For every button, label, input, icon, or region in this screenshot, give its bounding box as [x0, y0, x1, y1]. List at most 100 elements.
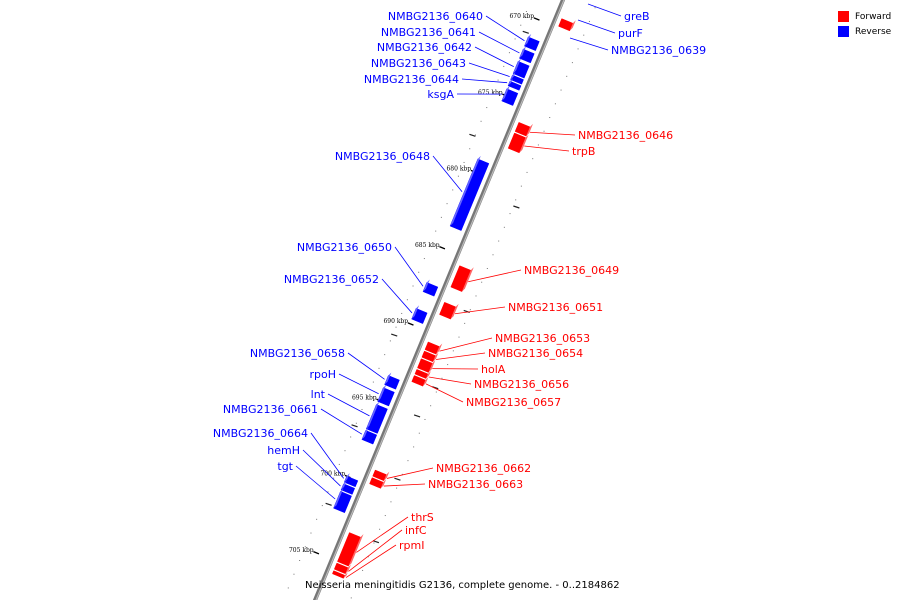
axis-dot [362, 569, 364, 571]
gene-label: NMBG2136_0651 [508, 301, 603, 314]
gene-feature-shade [361, 427, 369, 440]
scale-tick [439, 246, 446, 250]
gene-label: NMBG2136_0644 [364, 73, 459, 86]
axis-dot [526, 171, 528, 173]
axis-dot [310, 532, 312, 534]
gene-leader-line [587, 3, 622, 17]
gene-leader-line [461, 78, 508, 84]
axis-dot [407, 460, 409, 462]
axis-dot [594, 7, 596, 9]
gene-label: NMBG2136_0656 [474, 378, 569, 391]
axis-dot [458, 336, 460, 338]
scale-tick-label: 705 kbp [289, 547, 314, 554]
gene-feature-shade [377, 384, 387, 402]
gene-feature-shade [450, 303, 459, 320]
axis-dot [373, 542, 375, 544]
axis-dot [508, 52, 510, 54]
minor-mark [413, 414, 421, 418]
axis-dot [566, 75, 568, 77]
axis-dot [440, 216, 442, 218]
scale-tick-label: 695 kbp [352, 394, 377, 401]
gene-feature-shade [428, 360, 436, 373]
axis-dot [503, 226, 505, 228]
axis-dot [486, 267, 488, 269]
gene-leader-line [432, 155, 463, 192]
gene-label: NMBG2136_0649 [524, 264, 619, 277]
axis-dot [413, 446, 415, 448]
gene-label: NMBG2136_0652 [284, 273, 379, 286]
gene-feature-shade [450, 155, 481, 227]
axis-dot [475, 295, 477, 297]
gene-leader-line [529, 131, 576, 136]
axis-dot [543, 130, 545, 132]
axis-dot [367, 395, 369, 397]
gene-leader-line [436, 352, 486, 360]
axis-dot [474, 134, 476, 136]
gene-label: trpB [572, 145, 595, 158]
gene-label: NMBG2136_0657 [466, 396, 561, 409]
axis-dot [344, 450, 346, 452]
gene-label: NMBG2136_0648 [335, 150, 430, 163]
gene-feature-shade [519, 134, 529, 153]
legend-forward-label: Forward [855, 11, 892, 22]
caption: Neisseria meningitidis G2136, complete g… [305, 580, 620, 591]
axis-dot [372, 381, 374, 383]
gene-feature-shade [344, 473, 350, 483]
legend-forward: Forward [838, 9, 891, 24]
gene-feature-shade [343, 572, 348, 579]
gene-leader-line [468, 62, 510, 77]
gene-feature-shade [569, 20, 576, 31]
axis-dot [514, 38, 516, 40]
axis-dot [424, 418, 426, 420]
axis-dot [515, 199, 517, 201]
axis-dot [577, 48, 579, 50]
axis-dot [441, 377, 443, 379]
gene-leader-line [310, 432, 344, 479]
axis-dot [549, 117, 551, 119]
gene-label: NMBG2136_0640 [388, 10, 483, 23]
gene-feature-shade [384, 372, 392, 385]
axis-dot [423, 258, 425, 260]
axis-dot [378, 367, 380, 369]
gene-leader-line [577, 19, 616, 34]
legend-reverse-label: Reverse [855, 26, 892, 37]
gene-feature-shade [348, 534, 364, 567]
gene-label: NMBG2136_0654 [488, 347, 583, 360]
gene-feature [439, 301, 456, 320]
minor-mark [325, 502, 332, 506]
gene-leader-line [485, 15, 525, 42]
axis-dot [316, 518, 318, 520]
axis-dot [401, 312, 403, 314]
gene-feature [507, 132, 526, 154]
axis-dot [525, 10, 527, 12]
axis-dot [350, 436, 352, 438]
gene-leader-line [302, 449, 341, 487]
axis-dot [497, 79, 499, 81]
gene-feature-shade [422, 279, 430, 292]
gene-label: purF [618, 27, 643, 40]
axis-dot [367, 556, 369, 558]
axis-dot [390, 501, 392, 503]
axis-dot [406, 299, 408, 301]
axis-dot [418, 432, 420, 434]
axis-dot [537, 144, 539, 146]
gene-feature-shade [333, 488, 344, 509]
legend-reverse: Reverse [838, 24, 891, 39]
gene-leader-line [478, 31, 520, 54]
minor-mark [513, 205, 520, 209]
gene-label: NMBG2136_0653 [495, 332, 590, 345]
gene-label: holA [481, 363, 506, 376]
axis-dot [532, 158, 534, 160]
minor-mark [351, 424, 358, 428]
axis-dots [287, 7, 596, 599]
axis-dot [486, 107, 488, 109]
axis-dot [520, 24, 522, 26]
gene-label: hemH [267, 444, 300, 457]
gene-label: NMBG2136_0662 [436, 462, 531, 475]
axis-dot [457, 175, 459, 177]
gene-feature-shade [345, 564, 351, 574]
axis-dot [560, 89, 562, 91]
axis-dot [554, 103, 556, 105]
forward-swatch [838, 11, 849, 22]
gene-leader-line [454, 306, 506, 315]
